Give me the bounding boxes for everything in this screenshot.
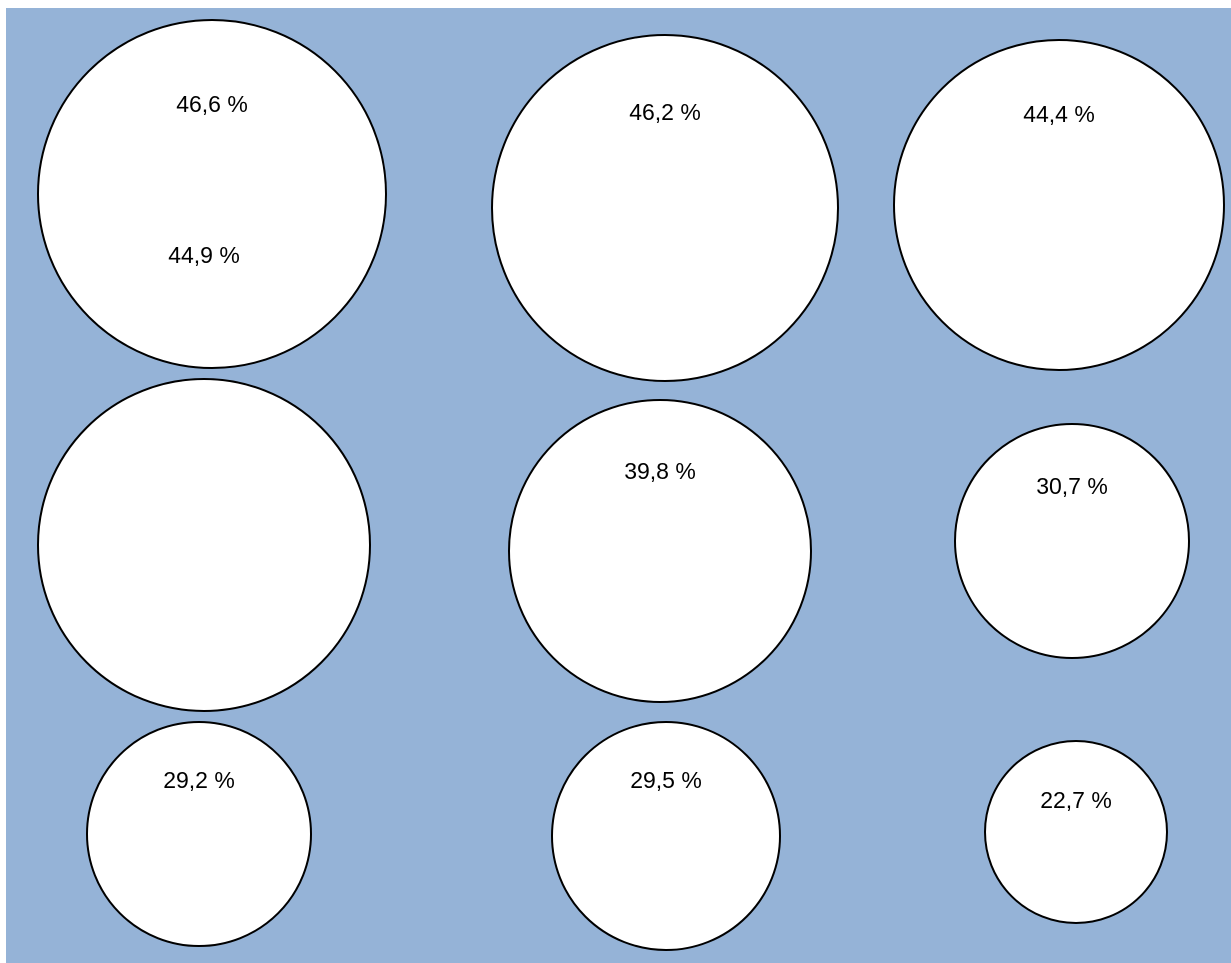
bubble-8	[551, 721, 781, 951]
bubble-label-8: 29,5 %	[630, 767, 702, 793]
bubble-label-7: 29,2 %	[163, 767, 235, 793]
bubble-6	[954, 423, 1190, 659]
bubble-4	[37, 378, 371, 712]
bubble-label-9: 22,7 %	[1040, 787, 1112, 813]
bubble-label-5: 39,8 %	[624, 458, 696, 484]
bubble-3	[893, 39, 1225, 371]
bubble-5	[508, 399, 812, 703]
bubble-label-4: 44,9 %	[168, 242, 240, 268]
bubble-9	[984, 740, 1168, 924]
bubble-7	[86, 721, 312, 947]
bubble-2	[491, 34, 839, 382]
bubble-label-3: 44,4 %	[1023, 101, 1095, 127]
bubble-label-2: 46,2 %	[629, 99, 701, 125]
bubble-label-6: 30,7 %	[1036, 473, 1108, 499]
bubble-label-1: 46,6 %	[176, 91, 248, 117]
bubble-1	[37, 19, 387, 369]
